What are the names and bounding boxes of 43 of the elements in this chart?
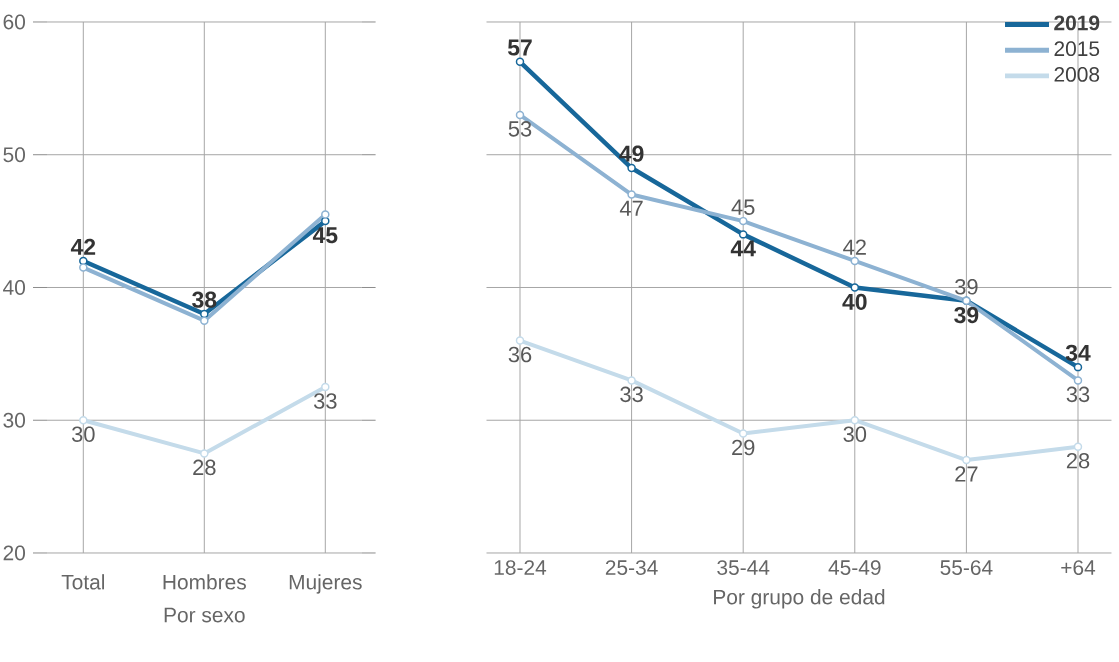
data-label: 33 bbox=[620, 386, 643, 403]
x-tick-label: 25-34 bbox=[605, 560, 658, 575]
x-tick-label: 35-44 bbox=[717, 560, 770, 575]
data-label: 39 bbox=[954, 306, 979, 324]
data-label: 45 bbox=[731, 199, 755, 215]
data-label: 33 bbox=[313, 393, 337, 409]
x-tick-label: Hombres bbox=[163, 574, 246, 590]
x-tick-label: Total bbox=[61, 574, 105, 590]
data-label: 40 bbox=[842, 293, 867, 310]
y-tick-label: 20 bbox=[3, 545, 26, 561]
data-label: 45 bbox=[312, 227, 338, 244]
x-tick-label: Mujeres bbox=[289, 574, 362, 594]
y-tick-label: 50 bbox=[3, 147, 26, 163]
x-axis-title: Por sexo bbox=[164, 607, 245, 623]
x-tick-label: 18-24 bbox=[494, 560, 547, 575]
data-label: 34 bbox=[1065, 344, 1091, 361]
data-label: 57 bbox=[507, 39, 532, 56]
data-label: 44 bbox=[730, 240, 756, 257]
data-label: 33 bbox=[1066, 386, 1090, 403]
legend-label: 2019 bbox=[1054, 15, 1100, 31]
x-tick-label: 45-49 bbox=[828, 560, 881, 575]
x-tick-label: 55-64 bbox=[940, 560, 993, 575]
data-label: 36 bbox=[508, 346, 532, 363]
data-label: 28 bbox=[1066, 452, 1090, 469]
x-tick-label: +64 bbox=[1061, 560, 1096, 575]
data-label: 28 bbox=[193, 459, 216, 476]
data-label: 30 bbox=[843, 426, 867, 442]
data-label: 38 bbox=[192, 291, 217, 308]
data-label: 53 bbox=[508, 121, 532, 137]
data-label: 39 bbox=[955, 279, 978, 295]
legend-label: 2015 bbox=[1054, 41, 1100, 57]
data-label: 42 bbox=[70, 238, 96, 255]
y-tick-label: 30 bbox=[3, 412, 26, 428]
x-axis-title: Por grupo de edad bbox=[714, 589, 885, 609]
y-tick-label: 40 bbox=[3, 280, 26, 295]
data-label: 42 bbox=[843, 239, 866, 255]
data-label: 27 bbox=[955, 466, 978, 482]
data-label: 29 bbox=[732, 439, 755, 456]
data-label: 49 bbox=[619, 145, 644, 162]
legend-label: 2008 bbox=[1054, 67, 1100, 82]
data-label: 30 bbox=[71, 426, 95, 442]
data-label: 47 bbox=[619, 200, 643, 216]
y-tick-label: 60 bbox=[3, 14, 26, 30]
